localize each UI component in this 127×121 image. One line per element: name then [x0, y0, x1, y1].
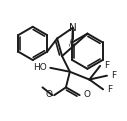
- Text: F: F: [107, 85, 112, 94]
- Text: /: /: [69, 39, 71, 48]
- Text: O: O: [84, 90, 91, 99]
- Text: HO: HO: [33, 63, 46, 72]
- Text: O: O: [45, 90, 52, 99]
- Text: F: F: [111, 71, 116, 80]
- Text: F: F: [104, 61, 109, 70]
- Text: N: N: [69, 23, 77, 33]
